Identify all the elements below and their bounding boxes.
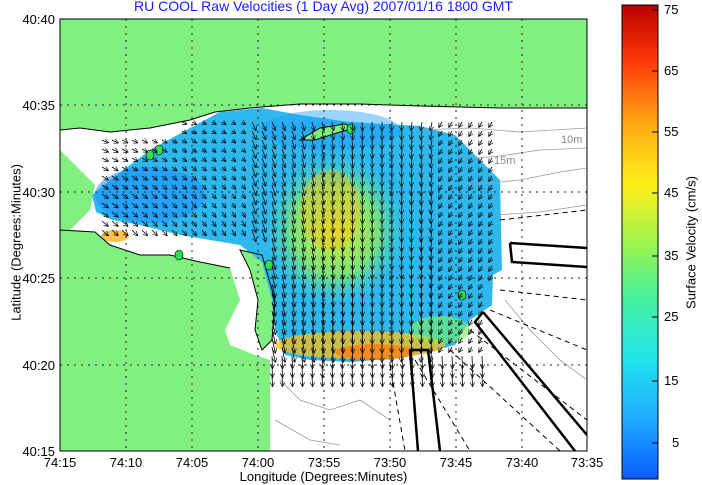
radar-site-marker <box>265 260 273 270</box>
velocity-arrow <box>332 374 333 386</box>
y-tick-label: 40:20 <box>22 358 55 373</box>
y-tick-label: 40:25 <box>22 271 55 286</box>
radar-site-marker <box>458 290 466 300</box>
x-tick-label: 73:45 <box>440 455 473 470</box>
velocity-arrow <box>452 374 453 386</box>
radar-site-marker <box>155 145 163 155</box>
velocity-arrow <box>272 374 273 386</box>
contour-label-15m: 15m <box>494 155 515 167</box>
radar-site-marker <box>347 124 355 134</box>
y-tick-label: 40:40 <box>22 12 55 27</box>
velocity-arrow <box>402 374 403 386</box>
velocity-arrow <box>372 374 373 386</box>
colorbar-tick-label: 75 <box>664 2 678 17</box>
velocity-arrow <box>292 374 293 386</box>
velocity-arrow <box>282 374 283 386</box>
contour-label-10m: 10m <box>561 134 582 146</box>
x-tick-label: 73:35 <box>571 455 604 470</box>
velocity-arrow <box>342 374 343 386</box>
colorbar-tick-label: 5 <box>672 435 679 450</box>
velocity-arrow <box>382 374 383 386</box>
y-tick-label: 40:30 <box>22 185 55 200</box>
velocity-arrow <box>312 374 313 386</box>
x-tick-label: 73:50 <box>374 455 407 470</box>
velocity-arrow <box>422 374 423 386</box>
radar-site-marker <box>175 250 183 260</box>
velocity-arrow <box>362 374 363 386</box>
map-plot-area: 10m 15m <box>60 19 587 451</box>
velocity-arrow <box>482 374 483 386</box>
x-tick-labels: 74:15 74:10 74:05 74:00 73:55 73:50 73:4… <box>44 455 604 470</box>
velocity-arrow <box>322 374 323 386</box>
y-tick-label: 40:35 <box>22 98 55 113</box>
velocity-arrow <box>442 374 443 386</box>
x-tick-label: 73:40 <box>506 455 539 470</box>
colorbar-tick-label: 65 <box>664 63 678 78</box>
colorbar-tick-label: 25 <box>664 309 678 324</box>
colorbar-tick-label: 55 <box>664 124 678 139</box>
velocity-arrow <box>462 374 463 386</box>
y-tick-label: 40:15 <box>22 444 55 459</box>
velocity-arrow <box>412 374 413 386</box>
colorbar-tick-label: 15 <box>664 373 678 388</box>
colorbar-tick-label: 35 <box>664 248 678 263</box>
x-tick-label: 74:10 <box>110 455 143 470</box>
x-tick-label: 74:05 <box>176 455 209 470</box>
velocity-arrow <box>392 374 393 386</box>
velocity-arrow <box>352 374 353 386</box>
y-tick-labels: 40:40 40:35 40:30 40:25 40:20 40:15 <box>22 12 55 459</box>
velocity-arrow <box>302 374 303 386</box>
colorbar <box>622 5 658 479</box>
velocity-arrow <box>432 374 433 386</box>
colorbar-tick-label: 45 <box>664 185 678 200</box>
x-tick-label: 74:00 <box>242 455 275 470</box>
velocity-arrow <box>472 374 473 386</box>
x-tick-label: 73:55 <box>308 455 341 470</box>
